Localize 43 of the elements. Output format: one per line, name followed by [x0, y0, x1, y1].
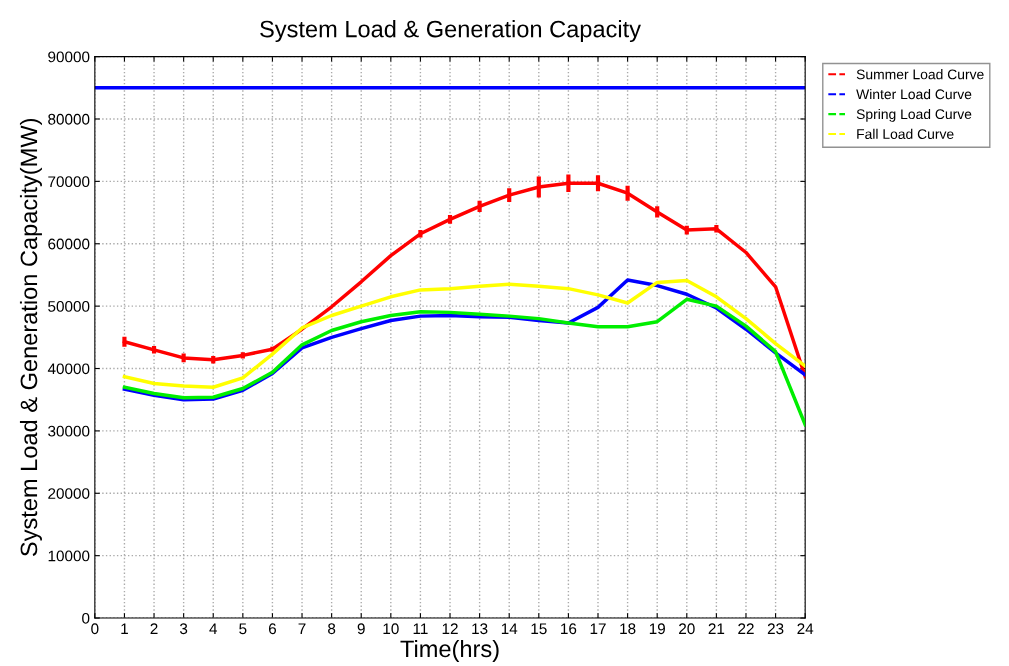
y-tick-label: 20000: [48, 488, 90, 499]
x-tick-label: 13: [472, 623, 488, 635]
y-tick-label: 10000: [48, 550, 90, 562]
x-tick-label: 10: [383, 623, 399, 635]
y-tick-label: 0: [82, 612, 90, 624]
x-tick-label: 22: [738, 623, 754, 634]
x-tick-label: 0: [91, 623, 99, 635]
y-tick-label: 90000: [48, 51, 90, 63]
y-tick-label: 70000: [48, 176, 90, 188]
x-tick-label: 23: [767, 623, 784, 635]
y-tick-label: 60000: [48, 238, 90, 250]
x-tick-label: 5: [239, 623, 247, 635]
x-tick-label: 16: [561, 623, 577, 635]
x-tick-label: 21: [708, 623, 725, 634]
x-tick-label: 18: [620, 623, 636, 635]
line-series: [122, 297, 806, 427]
y-tick-label: 30000: [48, 425, 90, 437]
legend-label: Winter Load Curve: [856, 89, 972, 100]
x-tick-label: 17: [590, 623, 606, 634]
y-tick-label: 50000: [48, 301, 90, 312]
x-tick-label: 9: [357, 623, 365, 635]
x-tick-label: 6: [268, 623, 277, 635]
x-tick-label: 2: [150, 623, 158, 634]
x-tick-label: 11: [413, 623, 428, 634]
legend-label: Spring Load Curve: [856, 108, 972, 122]
x-tick-label: 4: [209, 623, 218, 634]
y-tick-label: 40000: [47, 363, 90, 375]
legend-label: Fall Load Curve: [857, 128, 954, 139]
x-tick-label: 15: [531, 623, 547, 635]
x-axis-title: Time(hrs): [400, 639, 499, 662]
x-tick-label: 1: [121, 623, 128, 634]
y-tick-label: 80000: [48, 113, 90, 125]
x-tick-label: 20: [679, 623, 695, 635]
legend-label: Summer Load Curve: [856, 69, 984, 80]
x-tick-label: 24: [797, 623, 814, 634]
x-tick-label: 12: [442, 623, 458, 634]
x-tick-label: 8: [328, 623, 336, 635]
x-tick-label: 7: [298, 623, 306, 634]
x-tick-label: 14: [501, 623, 518, 634]
x-tick-label: 19: [649, 623, 665, 635]
x-tick-label: 3: [179, 623, 188, 635]
y-axis-title: System Load & Generation Capacity(MW): [19, 118, 42, 557]
chart-title: System Load & Generation Capacity: [260, 20, 641, 43]
